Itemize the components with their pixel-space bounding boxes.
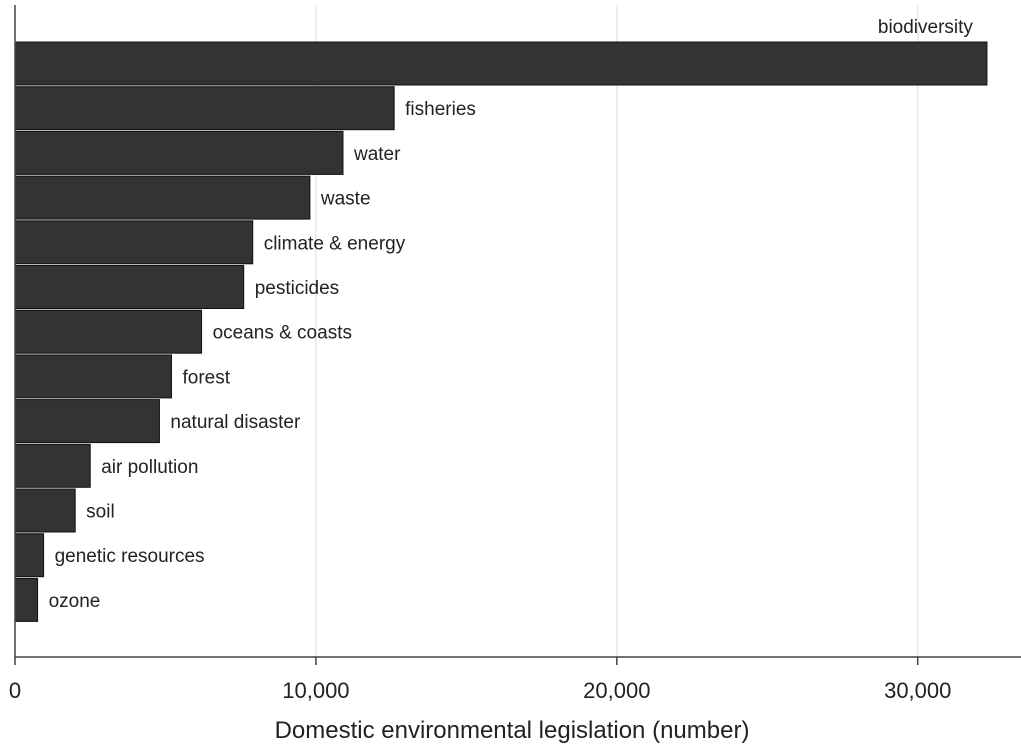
bar-label-ozone: ozone: [49, 591, 101, 612]
bar-biodiversity: [15, 42, 987, 85]
bar-label-genetic-resources: genetic resources: [55, 546, 205, 567]
bar-waste: [15, 176, 310, 219]
x-tick-label-3: 30,000: [884, 678, 951, 703]
x-axis-title: Domestic environmental legislation (numb…: [275, 717, 750, 744]
bar-label-oceans-coasts: oceans & coasts: [213, 323, 352, 344]
bar-fisheries: [15, 87, 394, 130]
bar-oceans-coasts: [15, 310, 202, 353]
bar-label-air-pollution: air pollution: [101, 457, 198, 478]
bar-label-waste: waste: [320, 189, 371, 210]
bar-label-fisheries: fisheries: [405, 99, 476, 120]
bar-label-climate-energy: climate & energy: [264, 233, 406, 254]
x-axis-ticks: 0 10,000 20,000 30,000: [9, 657, 952, 703]
bar-forest: [15, 355, 171, 398]
bar-label-biodiversity: biodiversity: [878, 17, 974, 38]
bar-soil: [15, 489, 75, 532]
bar-label-water: water: [353, 144, 401, 165]
bar-genetic-resources: [15, 534, 44, 577]
bars: [15, 42, 987, 621]
bar-natural-disaster: [15, 400, 159, 443]
bar-water: [15, 131, 343, 174]
bar-ozone: [15, 578, 38, 621]
bar-label-natural-disaster: natural disaster: [170, 412, 301, 433]
x-tick-label-1: 10,000: [282, 678, 349, 703]
bar-air-pollution: [15, 444, 90, 487]
x-tick-label-0: 0: [9, 678, 21, 703]
bar-label-pesticides: pesticides: [255, 278, 340, 299]
bar-climate-energy: [15, 221, 253, 264]
bar-label-soil: soil: [86, 502, 115, 523]
x-tick-label-2: 20,000: [583, 678, 650, 703]
bar-pesticides: [15, 266, 244, 309]
bar-label-forest: forest: [182, 367, 230, 388]
